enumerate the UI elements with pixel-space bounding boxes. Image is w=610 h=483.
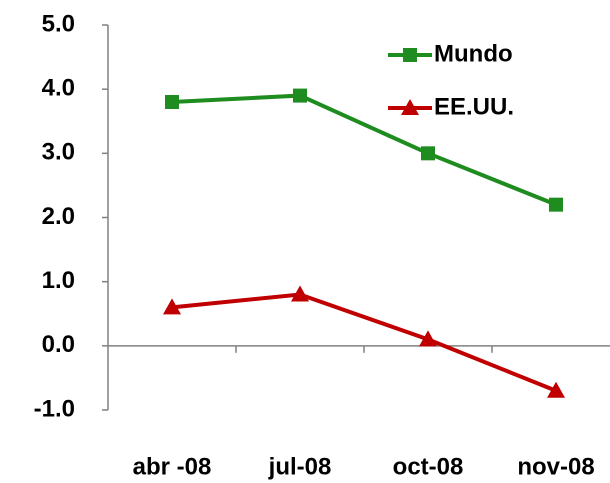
y-tick-label: 2.0 [42, 203, 75, 230]
series-line [171, 93, 557, 207]
y-tick-label: 5.0 [42, 10, 75, 37]
y-tick-label: 1.0 [42, 267, 75, 294]
marker [163, 298, 181, 315]
legend-marker [403, 48, 417, 62]
y-tick-label: 0.0 [42, 331, 75, 358]
marker [419, 330, 437, 347]
marker [291, 285, 309, 302]
series-line [171, 292, 557, 393]
marker [165, 95, 179, 109]
y-tick-label: 4.0 [42, 75, 75, 102]
y-tick-label: 3.0 [42, 139, 75, 166]
y-tick-label: -1.0 [34, 395, 75, 422]
legend-label: Mundo [434, 40, 513, 67]
marker [547, 381, 565, 398]
marker [293, 88, 307, 103]
x-tick-label: abr -08 [133, 453, 212, 480]
x-tick-label: oct-08 [393, 453, 464, 480]
x-tick-label: nov-08 [517, 453, 594, 480]
legend-marker [401, 99, 419, 115]
marker [421, 146, 435, 161]
legend-label: EE.UU. [434, 93, 514, 120]
x-tick-label: jul-08 [268, 453, 332, 480]
marker [549, 197, 563, 212]
